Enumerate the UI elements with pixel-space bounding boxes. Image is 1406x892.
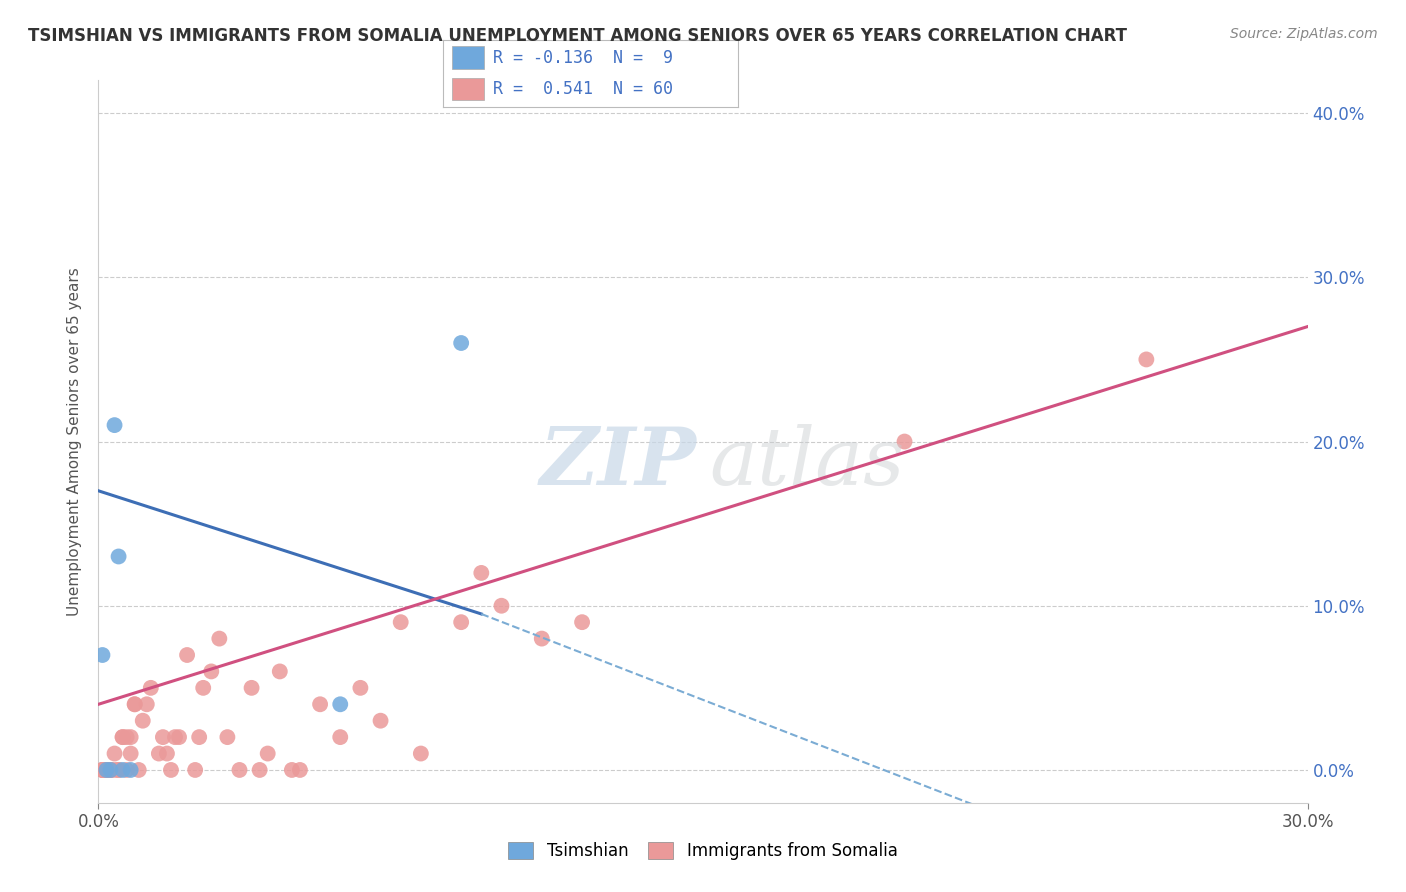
Point — [309, 698, 332, 712]
Point — [571, 615, 593, 630]
Point — [111, 730, 134, 744]
Text: TSIMSHIAN VS IMMIGRANTS FROM SOMALIA UNEMPLOYMENT AMONG SENIORS OVER 65 YEARS CO: TSIMSHIAN VS IMMIGRANTS FROM SOMALIA UNE… — [28, 27, 1128, 45]
Point — [184, 763, 207, 777]
Point — [1135, 352, 1157, 367]
Point — [208, 632, 231, 646]
Point — [148, 747, 170, 761]
Point — [370, 714, 392, 728]
Point — [120, 763, 142, 777]
Point — [470, 566, 492, 580]
Point — [100, 763, 122, 777]
Point — [96, 763, 118, 777]
Point — [249, 763, 271, 777]
Point — [256, 747, 278, 761]
Point — [96, 763, 118, 777]
Text: R = -0.136  N =  9: R = -0.136 N = 9 — [494, 48, 673, 67]
Point — [103, 747, 125, 761]
Point — [409, 747, 432, 761]
Point — [91, 648, 114, 662]
Point — [228, 763, 250, 777]
Point — [188, 730, 211, 744]
Point — [349, 681, 371, 695]
Text: atlas: atlas — [709, 425, 904, 502]
Y-axis label: Unemployment Among Seniors over 65 years: Unemployment Among Seniors over 65 years — [67, 268, 83, 615]
Point — [329, 730, 352, 744]
Point — [450, 615, 472, 630]
Point — [120, 747, 142, 761]
Point — [128, 763, 150, 777]
Point — [176, 648, 198, 662]
Point — [132, 714, 155, 728]
Point — [329, 698, 352, 712]
Point — [160, 763, 183, 777]
Point — [217, 730, 239, 744]
Point — [193, 681, 215, 695]
Point — [100, 763, 122, 777]
Point — [91, 763, 114, 777]
Point — [200, 665, 222, 679]
Point — [240, 681, 263, 695]
Point — [100, 763, 122, 777]
Point — [107, 763, 129, 777]
Point — [139, 681, 162, 695]
Point — [288, 763, 311, 777]
Point — [111, 730, 134, 744]
Point — [91, 763, 114, 777]
Point — [491, 599, 513, 613]
FancyBboxPatch shape — [451, 46, 484, 69]
Point — [167, 730, 190, 744]
Point — [96, 763, 118, 777]
Point — [124, 698, 146, 712]
Point — [893, 434, 915, 449]
Point — [124, 698, 146, 712]
Point — [107, 763, 129, 777]
Point — [152, 730, 174, 744]
Point — [530, 632, 553, 646]
Point — [115, 763, 138, 777]
Point — [156, 747, 179, 761]
Point — [163, 730, 186, 744]
Point — [103, 418, 125, 433]
Point — [389, 615, 412, 630]
Point — [107, 549, 129, 564]
Point — [135, 698, 157, 712]
Point — [96, 763, 118, 777]
Point — [111, 763, 134, 777]
FancyBboxPatch shape — [451, 78, 484, 100]
Point — [96, 763, 118, 777]
Point — [100, 763, 122, 777]
Point — [115, 730, 138, 744]
Point — [281, 763, 304, 777]
Point — [120, 730, 142, 744]
Point — [103, 763, 125, 777]
Point — [450, 336, 472, 351]
Legend: Tsimshian, Immigrants from Somalia: Tsimshian, Immigrants from Somalia — [502, 835, 904, 867]
Point — [91, 763, 114, 777]
Text: ZIP: ZIP — [540, 425, 697, 502]
Point — [269, 665, 291, 679]
Text: R =  0.541  N = 60: R = 0.541 N = 60 — [494, 80, 673, 98]
Point — [91, 763, 114, 777]
Text: Source: ZipAtlas.com: Source: ZipAtlas.com — [1230, 27, 1378, 41]
